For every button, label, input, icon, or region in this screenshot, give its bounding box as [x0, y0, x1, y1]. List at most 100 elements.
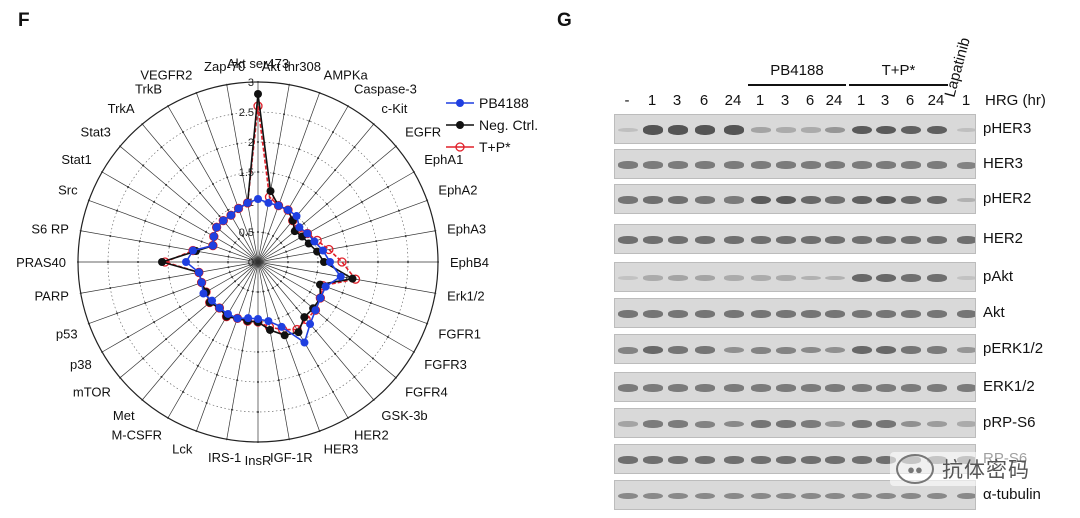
radar-tick-dot	[199, 329, 202, 332]
blot-band	[724, 310, 744, 318]
radar-tick-dot	[228, 250, 231, 253]
axis-label: Stat1	[61, 152, 91, 167]
axis-label: M-CSFR	[111, 427, 162, 442]
blot-band	[852, 456, 872, 464]
radar-tick-dot	[127, 336, 130, 338]
blot-band	[876, 236, 896, 244]
blot-band	[801, 384, 821, 392]
radar-tick-dot	[160, 375, 163, 378]
blot-band	[618, 236, 638, 244]
radar-tick-dot	[262, 290, 265, 293]
series-point	[215, 303, 224, 312]
series-point	[194, 268, 203, 277]
blot-band	[695, 384, 715, 392]
radar-tick-dot	[109, 234, 112, 237]
blot-band	[695, 420, 715, 428]
radar-tick-dot	[234, 241, 237, 244]
series-point	[243, 198, 252, 207]
radar-tick-dot	[345, 276, 348, 279]
radar-tick-dot	[142, 357, 145, 360]
radar-tick-dot	[236, 142, 239, 145]
blot-band	[927, 346, 947, 354]
blot-band	[825, 310, 845, 318]
series-point	[158, 258, 166, 266]
radar-tick-dot	[195, 430, 198, 433]
blot-band	[776, 310, 796, 318]
radar-tick-dot	[308, 120, 311, 123]
lane-label: 24	[724, 92, 742, 109]
radar-tick-dot	[215, 148, 218, 151]
radar-tick-dot	[316, 271, 319, 274]
lane-label: 6	[699, 92, 709, 109]
blot-band	[724, 125, 744, 135]
axis-label: InsR	[245, 453, 272, 468]
axis-label: HER2	[354, 427, 389, 442]
radar-tick-dot	[153, 201, 156, 203]
radar-tick-dot	[227, 261, 229, 263]
blot-strip	[614, 298, 976, 328]
blot-band	[852, 273, 872, 283]
radar-tick-dot	[137, 261, 139, 263]
blot-band	[643, 492, 663, 500]
legend-marker	[456, 121, 464, 129]
radar-tick-dot	[109, 287, 112, 290]
radar-tick-dot	[397, 209, 400, 212]
radar-tick-dot	[107, 261, 109, 263]
blot-band	[724, 492, 744, 500]
blot-band	[876, 161, 896, 169]
radar-tick-dot	[188, 318, 191, 321]
blot-band	[643, 236, 663, 244]
radar-tick-dot	[334, 216, 337, 218]
blot-band	[876, 420, 896, 428]
series-point	[294, 328, 303, 337]
lane-label: 1	[856, 92, 866, 109]
radar-tick-dot	[282, 276, 285, 278]
series-point	[254, 90, 262, 98]
axis-label: Akt thr308	[262, 59, 321, 74]
protein-label: pHER2	[983, 190, 1032, 207]
axis-label: TrkA	[108, 101, 135, 116]
lane-label: 6	[905, 92, 915, 109]
blot-strip	[614, 408, 976, 438]
blot-band	[643, 161, 663, 169]
axis-label: TrkB	[135, 82, 162, 97]
blot-band	[825, 275, 845, 281]
series-point	[326, 258, 334, 266]
lane-label: 3	[672, 92, 682, 109]
radar-tick-dot	[227, 266, 230, 269]
series-point	[254, 195, 262, 203]
blot-strip	[614, 149, 976, 179]
blot-band	[776, 420, 796, 428]
radar-tick-dot	[241, 349, 244, 352]
protein-label: HER3	[983, 155, 1024, 172]
radar-tick-dot	[205, 401, 208, 404]
radar-tick-dot	[412, 171, 415, 173]
radar-tick-dot	[267, 232, 270, 235]
radar-tick-dot	[195, 91, 198, 94]
radar-tick-dot	[286, 266, 289, 269]
radar-tick-dot	[341, 230, 344, 233]
blot-band	[618, 384, 638, 392]
radar-tick-dot	[377, 261, 379, 263]
blot-band	[801, 161, 821, 169]
blot-band	[668, 346, 688, 354]
radar-tick-dot	[230, 408, 233, 411]
blot-strip	[614, 184, 976, 214]
blot-band	[957, 310, 975, 318]
blot-band	[957, 161, 975, 169]
series-point	[219, 216, 228, 225]
radar-tick-dot	[236, 379, 239, 382]
blot-strip	[614, 334, 976, 364]
series-point	[233, 314, 242, 323]
axis-label: EphA2	[438, 182, 477, 197]
blot-band	[751, 195, 771, 205]
radar-tick-dot	[404, 234, 407, 237]
radar-tick-dot	[211, 222, 214, 225]
radar-tick-dot	[116, 312, 119, 315]
blot-band	[852, 161, 872, 169]
blot-strip	[614, 224, 976, 254]
radar-tick-dot	[228, 271, 231, 274]
radar-tick-dot	[348, 338, 351, 341]
radar-tick-dot	[257, 411, 259, 413]
radar-tick-dot	[225, 83, 228, 86]
